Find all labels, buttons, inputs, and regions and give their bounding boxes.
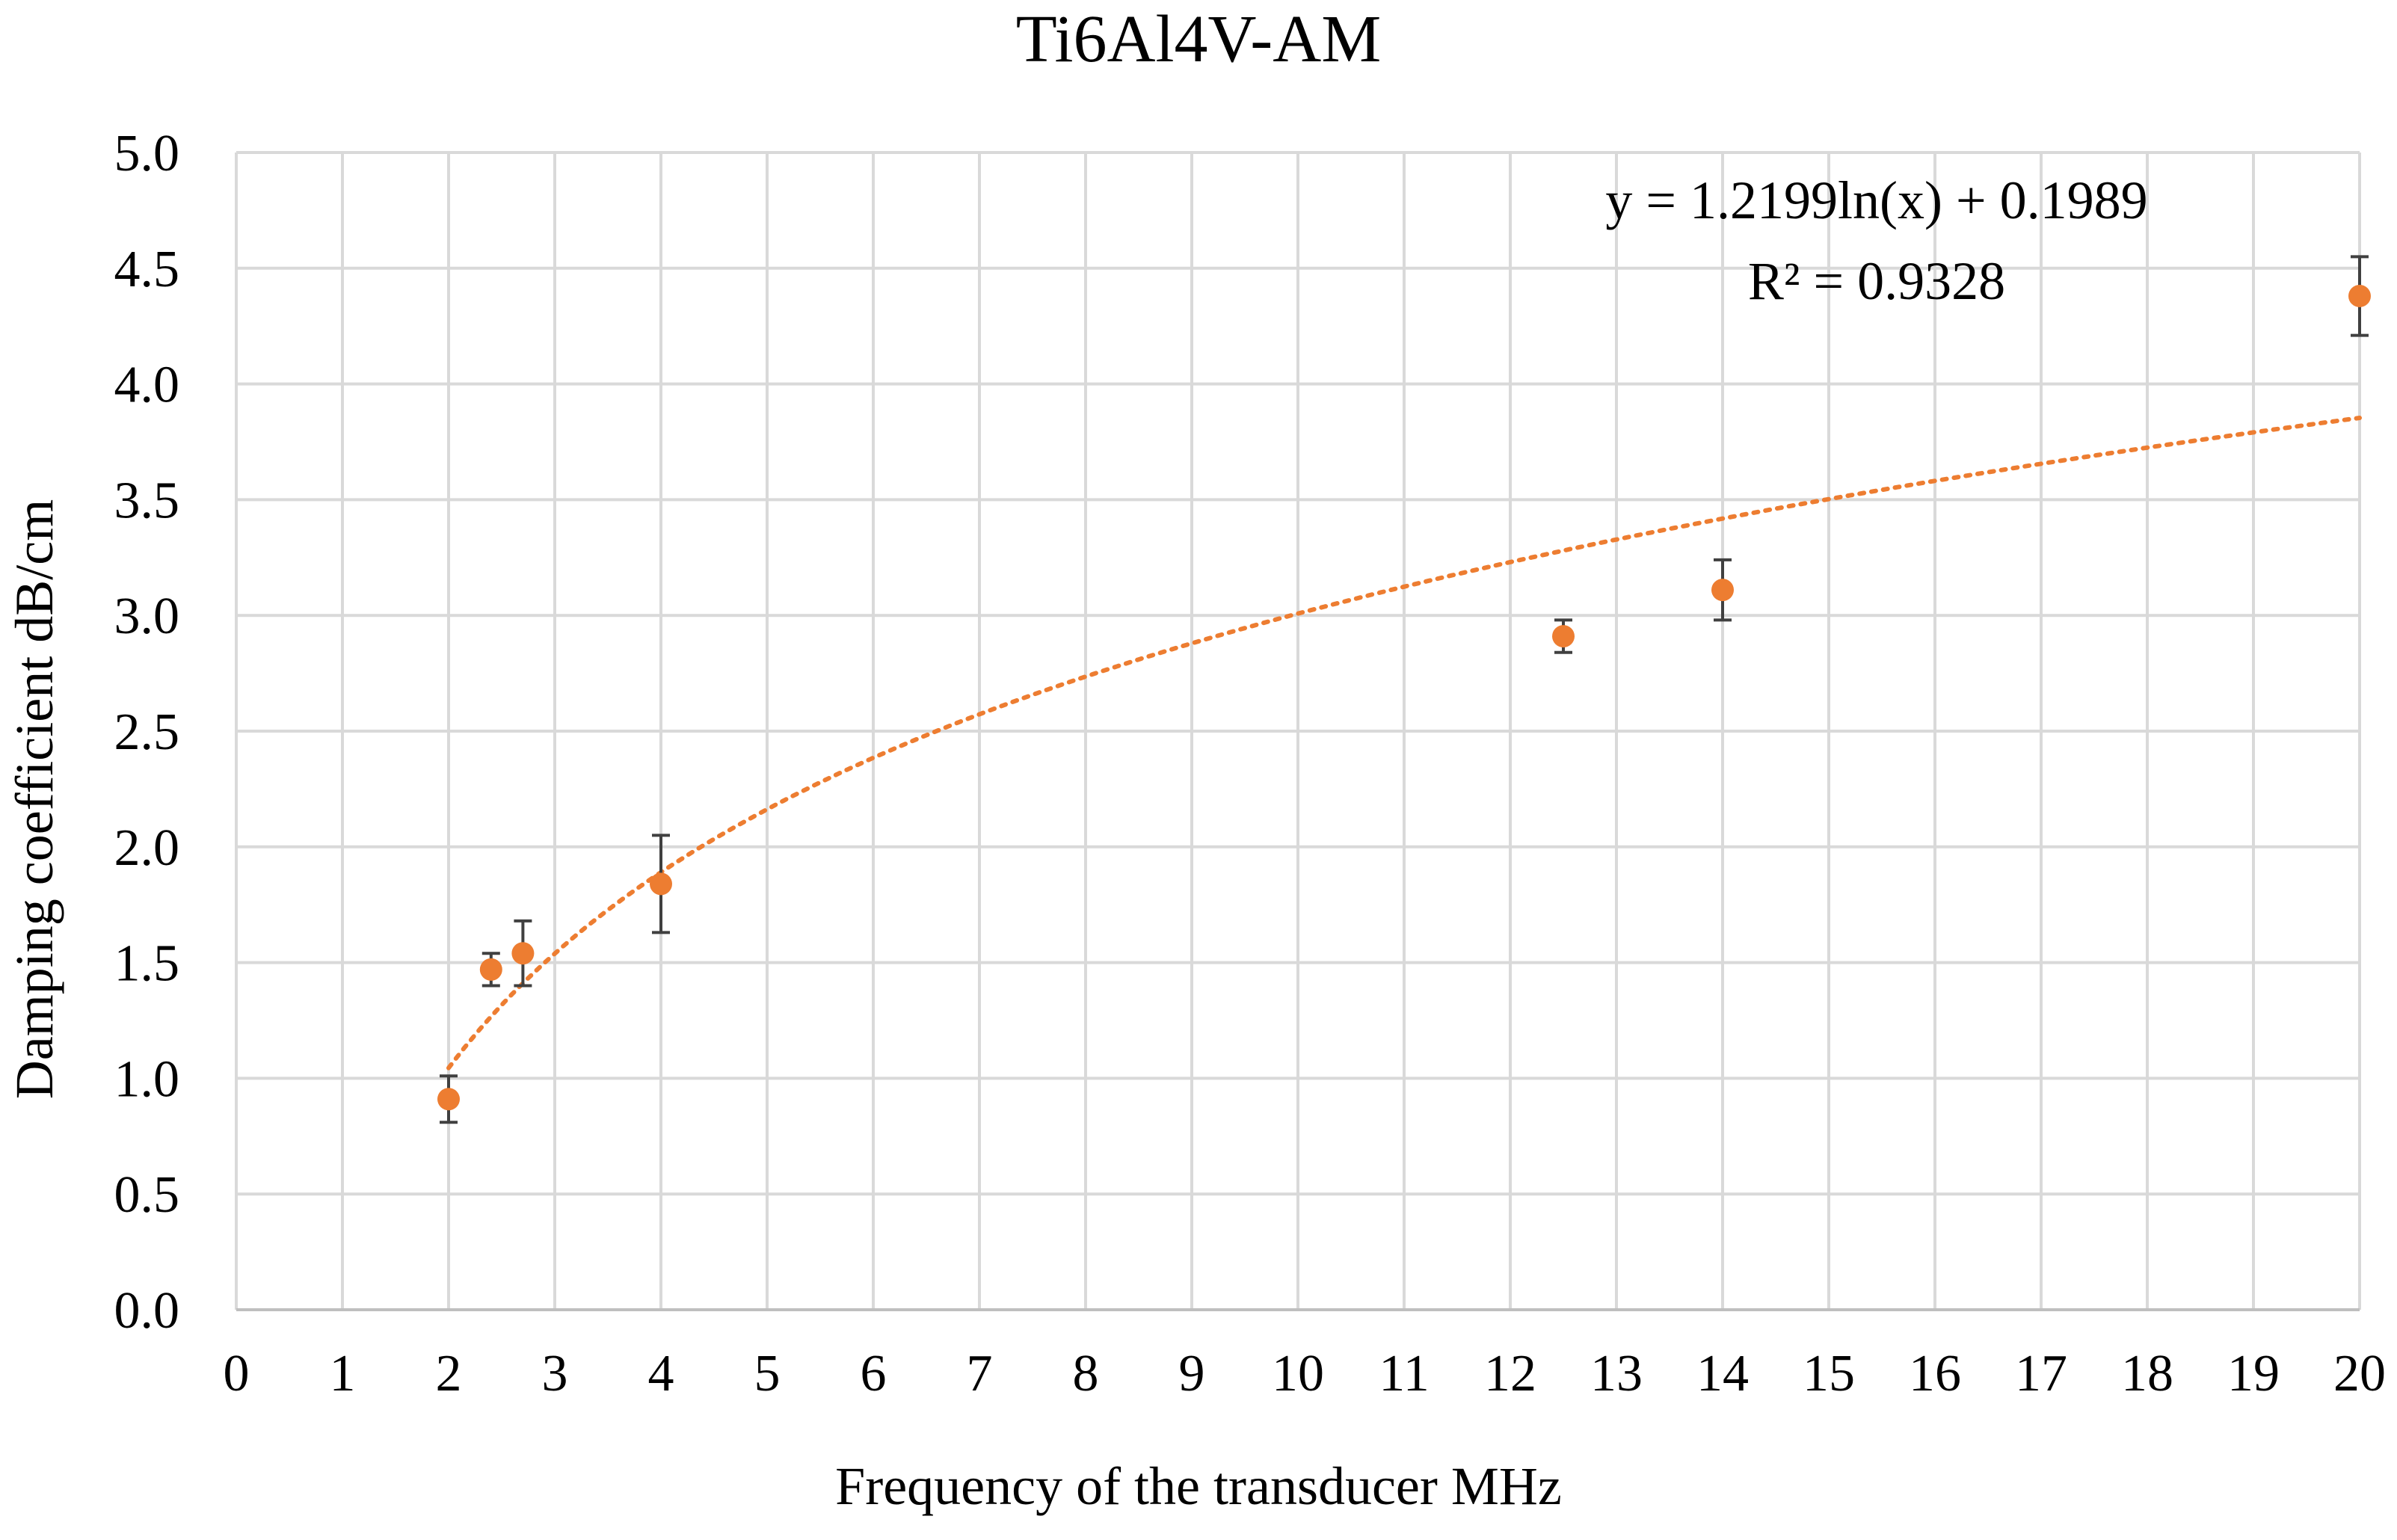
x-tick-label: 20 xyxy=(2333,1345,2386,1402)
y-tick-label: 3.5 xyxy=(114,472,180,529)
x-tick-label: 13 xyxy=(1590,1345,1643,1402)
trendline-equation: y = 1.2199ln(x) + 0.1989 xyxy=(1605,170,2147,230)
chart-title: Ti6Al4V-AM xyxy=(1016,2,1382,76)
x-tick-label: 5 xyxy=(754,1345,781,1402)
y-tick-label: 5.0 xyxy=(114,125,180,182)
y-tick-label: 2.0 xyxy=(114,819,180,877)
y-axis-title: Damping coefficient dB/cm xyxy=(4,499,64,1099)
y-tick-label: 0.5 xyxy=(114,1166,180,1224)
y-tick-label: 4.0 xyxy=(114,357,180,414)
x-tick-label: 4 xyxy=(648,1345,674,1402)
y-axis: 0.0 0.5 1.0 1.5 2.0 2.5 3.0 3.5 4.0 4.5 5.0 xyxy=(114,125,180,1340)
trendline-r2: R² = 0.9328 xyxy=(1748,251,2005,311)
y-tick-label: 0.0 xyxy=(114,1282,180,1340)
data-point xyxy=(2348,284,2371,307)
x-axis-title: Frequency of the transducer MHz xyxy=(835,1456,1562,1516)
data-point xyxy=(650,872,672,896)
x-tick-label: 6 xyxy=(861,1345,887,1402)
y-tick-label: 3.0 xyxy=(114,588,180,645)
x-tick-label: 2 xyxy=(436,1345,462,1402)
data-point xyxy=(1552,625,1575,648)
x-tick-label: 19 xyxy=(2227,1345,2280,1402)
x-tick-label: 15 xyxy=(1803,1345,1855,1402)
x-tick-label: 17 xyxy=(2015,1345,2067,1402)
y-tick-label: 4.5 xyxy=(114,241,180,298)
x-axis: 0 1 2 3 4 5 6 7 8 9 10 11 12 13 14 15 16 17 18 19 20 xyxy=(224,1308,2386,1402)
x-tick-label: 8 xyxy=(1073,1345,1099,1402)
x-tick-label: 11 xyxy=(1379,1345,1429,1402)
x-tick-label: 3 xyxy=(542,1345,568,1402)
data-point xyxy=(511,942,535,965)
y-tick-label: 2.5 xyxy=(114,703,180,761)
x-tick-label: 12 xyxy=(1484,1345,1536,1402)
x-tick-label: 9 xyxy=(1179,1345,1205,1402)
x-tick-label: 10 xyxy=(1272,1345,1324,1402)
y-tick-label: 1.5 xyxy=(114,935,180,993)
data-points xyxy=(437,284,2371,1111)
data-point xyxy=(437,1088,460,1111)
grid xyxy=(235,151,2361,1311)
x-tick-label: 16 xyxy=(1909,1345,1961,1402)
data-point xyxy=(479,958,502,981)
x-tick-label: 0 xyxy=(224,1345,250,1402)
x-tick-label: 1 xyxy=(330,1345,356,1402)
data-point xyxy=(1711,579,1734,602)
trend-line xyxy=(446,416,2362,1071)
x-tick-label: 18 xyxy=(2121,1345,2173,1402)
x-tick-label: 7 xyxy=(967,1345,993,1402)
y-tick-label: 1.0 xyxy=(114,1050,180,1108)
x-tick-label: 14 xyxy=(1696,1345,1749,1402)
